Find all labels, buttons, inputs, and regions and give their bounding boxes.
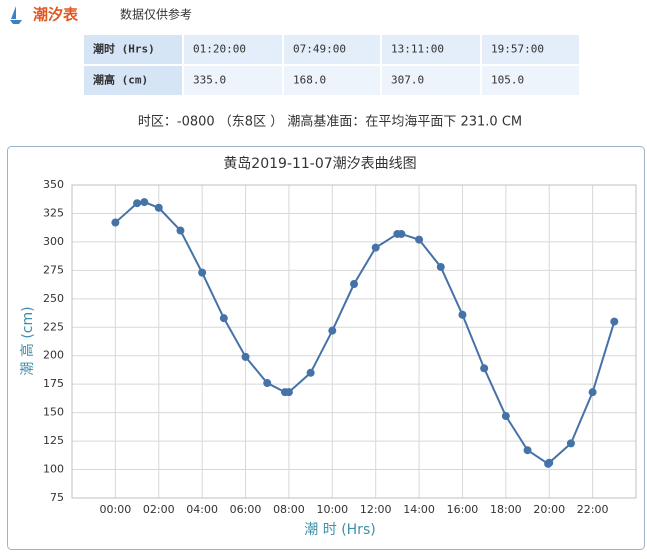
y-tick-label: 100 [43,463,64,476]
table-cell [282,64,382,97]
data-point [480,364,489,373]
table-cell [282,33,382,66]
y-tick-label: 175 [43,377,64,390]
x-tick-label: 08:00 [273,503,305,516]
x-tick-label: 12:00 [360,503,392,516]
table-value: 19:57:00 [491,43,544,56]
data-point [111,218,120,227]
header-title: 潮汐表 [33,6,79,24]
plot-border [71,184,637,499]
y-tick-label: 325 [43,206,64,219]
y-tick-label: 225 [43,320,64,333]
x-tick-label: 20:00 [533,503,565,516]
table-cell [480,64,581,97]
x-tick-label: 14:00 [403,503,435,516]
x-tick-label: 10:00 [316,503,348,516]
data-point [523,446,532,455]
data-point [566,439,575,448]
data-point [140,198,149,207]
data-point [458,310,467,319]
x-tick-label: 16:00 [447,503,479,516]
data-point [219,314,228,323]
y-tick-label: 75 [50,491,64,504]
y-tick-label: 350 [43,178,64,191]
data-point [501,412,510,421]
data-point [176,226,185,235]
data-point [306,368,315,377]
data-point [436,262,445,271]
table-value: 168.0 [293,74,326,87]
tide-line [114,201,616,466]
tide-table: 潮时 (Hrs) 01:20:00 07:49:00 13:11:00 19:57:00… [82,33,581,97]
table-value: 105.0 [491,74,524,87]
table-cell [182,33,284,66]
data-point [198,268,207,277]
table-value: 01:20:00 [193,43,246,56]
data-point [154,203,163,212]
data-point [284,388,293,397]
data-point [588,388,597,397]
table-value: 13:11:00 [391,43,444,56]
data-point [350,280,358,289]
data-point [263,379,272,388]
row-header: 潮高 (cm) [93,73,148,87]
x-tick-label: 00:00 [100,503,132,516]
x-tick-label: 06:00 [230,503,262,516]
x-tick-label: 02:00 [143,503,175,516]
data-point [328,326,337,335]
data-point [371,243,380,252]
x-tick-label: 22:00 [577,503,609,516]
data-point [241,352,250,361]
note: 时区：-0800 （东8区 ） 潮高基准面：在平均海平面下 231.0 CM [138,114,522,130]
table-value: 307.0 [391,74,424,87]
chart-title: 黄岛2019-11-07潮汐表曲线图 [223,155,416,172]
y-axis-label: 潮 高 (cm) [19,306,36,375]
y-tick-label: 250 [43,292,64,305]
y-tick-label: 200 [43,349,64,362]
header-bar [0,0,647,30]
data-point [545,458,554,467]
table-value: 07:49:00 [293,43,346,56]
y-tick-label: 125 [43,434,64,447]
x-axis-label: 潮 时 (Hrs) [304,522,375,538]
x-tick-label: 04:00 [186,503,218,516]
data-point [415,235,424,244]
y-tick-label: 150 [43,406,64,419]
row-header: 潮时 (Hrs) [93,42,155,56]
data-point [610,317,619,326]
chart-frame [7,146,645,550]
x-tick-label: 18:00 [490,503,522,516]
header-icon [10,6,22,24]
data-point [397,229,406,238]
table-cell [82,33,184,66]
header-subtitle: 数据仅供参考 [120,7,192,22]
table-cell [82,64,184,97]
table-value: 335.0 [193,74,226,87]
y-tick-label: 275 [43,263,64,276]
y-tick-label: 300 [43,235,64,248]
data-point [133,199,142,208]
